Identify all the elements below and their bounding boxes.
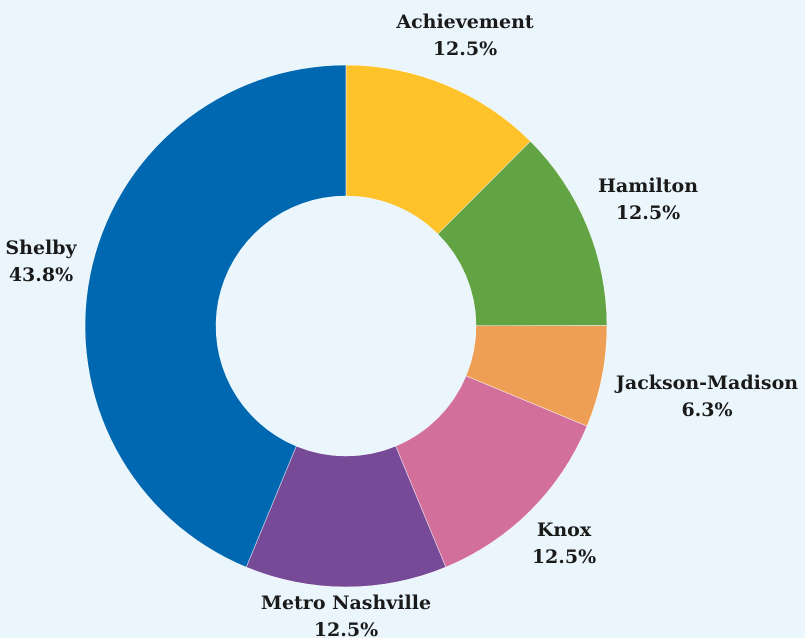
slice-value-achievement: 12.5%: [433, 38, 497, 60]
slice-label-metro-nashville: Metro Nashville: [261, 592, 431, 614]
slice-value-metro-nashville: 12.5%: [314, 619, 378, 638]
slice-label-knox: Knox: [537, 519, 592, 541]
donut-hole: [216, 196, 476, 456]
slice-label-achievement: Achievement: [395, 11, 534, 33]
slice-label-shelby: Shelby: [5, 237, 77, 259]
slice-value-hamilton: 12.5%: [616, 202, 680, 224]
slice-label-jackson-madison: Jackson-Madison: [614, 372, 798, 394]
slice-value-knox: 12.5%: [532, 546, 596, 568]
slice-value-jackson-madison: 6.3%: [681, 399, 732, 421]
slice-label-hamilton: Hamilton: [598, 175, 698, 197]
slice-value-shelby: 43.8%: [9, 264, 73, 286]
